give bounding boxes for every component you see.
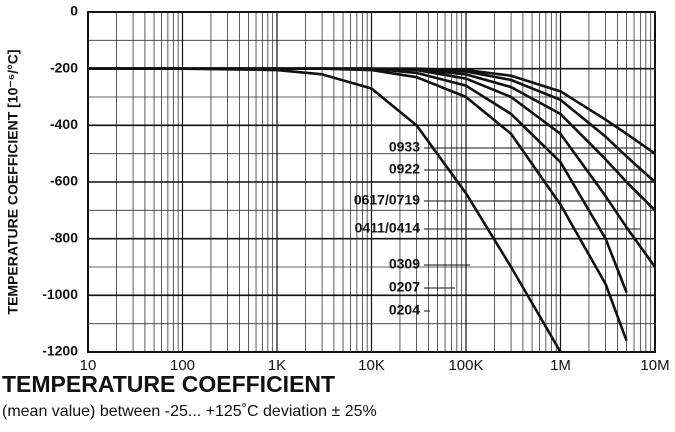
curve-label: 0309 [389,256,420,272]
curve-label: 0933 [389,139,420,155]
y-tick-label: -800 [50,229,78,245]
y-tick-label: -1200 [42,343,78,359]
curve-label: 0207 [389,279,420,295]
y-axis-label: TEMPERATURE COEFFICIENT [10⁻⁶/°C] [5,50,21,315]
y-tick-label: -600 [50,173,78,189]
y-tick-label: -1000 [42,286,78,302]
x-tick-label: 100 [170,357,195,374]
curve-label: 0204 [389,302,420,318]
x-tick-label: 10M [640,357,669,374]
curve [88,67,562,353]
subtitle: (mean value) between -25... +125˚C devia… [2,403,377,420]
x-tick-label: 10K [358,357,385,374]
curve-label: 0617/0719 [354,192,420,208]
x-tick-label: 100K [448,357,483,374]
chart-title: TEMPERATURE COEFFICIENT [2,371,335,397]
y-tick-label: -200 [50,59,78,75]
curve-label: 0411/0414 [355,220,421,236]
x-tick-label: 1M [550,357,571,374]
y-tick-label: -400 [50,116,78,132]
y-tick-label: 0 [70,3,78,19]
x-tick-label: 1K [268,357,286,374]
curve-label: 0922 [389,161,420,177]
x-tick-label: 10 [80,357,97,374]
